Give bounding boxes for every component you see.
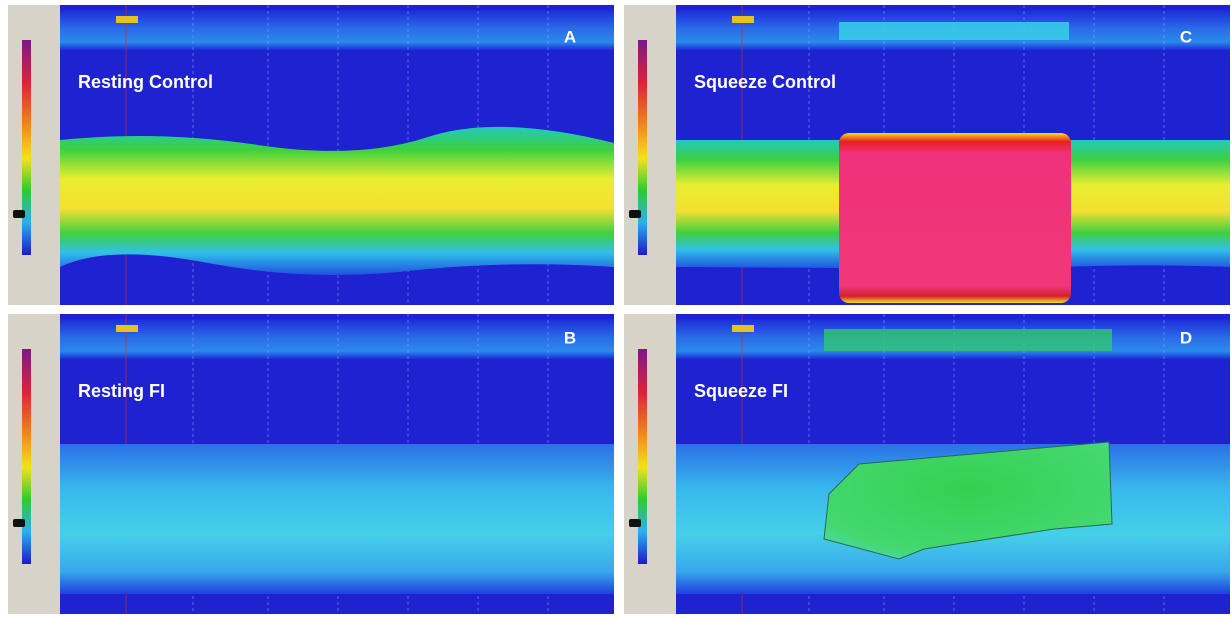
panel-label: C	[1180, 27, 1192, 46]
panel-title: Resting FI	[78, 381, 165, 401]
panel-d: Squeeze FI D	[624, 314, 1230, 614]
panel-b: Resting FI B	[8, 314, 614, 614]
panel-title: Squeeze Control	[694, 72, 836, 92]
panel-title: Resting Control	[78, 72, 213, 92]
figure: Resting Control A Squeeze Control C Rest…	[0, 0, 1231, 617]
panel-title: Squeeze FI	[694, 381, 788, 401]
panel-c: Squeeze Control C	[624, 5, 1230, 305]
panel-label: A	[564, 27, 576, 46]
panel-label: B	[564, 328, 576, 347]
panel-label: D	[1180, 328, 1192, 347]
panel-a: Resting Control A	[8, 5, 614, 305]
